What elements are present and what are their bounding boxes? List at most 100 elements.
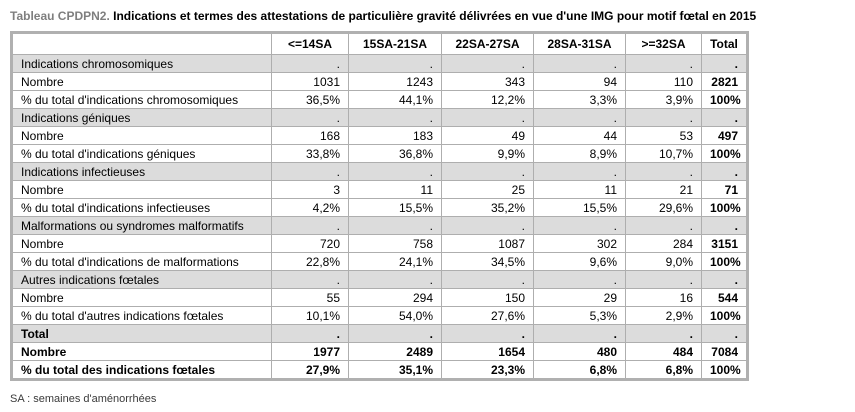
cell-value: .: [625, 324, 702, 343]
cell-value: .: [533, 324, 626, 343]
cell-value: .: [271, 54, 349, 73]
cell-value: .: [348, 54, 442, 73]
column-header: 28SA-31SA: [533, 32, 626, 55]
row-label: Nombre: [11, 180, 272, 199]
section-row: Autres indications fœtales......: [11, 270, 748, 289]
section-row: Indications chromosomiques......: [11, 54, 748, 73]
row-label: Total: [11, 324, 272, 343]
table-row: % du total d'indications chromosomiques 3…: [11, 90, 748, 109]
cell-value: .: [625, 216, 702, 235]
cell-value: 10,7%: [625, 144, 702, 163]
row-label: Nombre: [11, 342, 272, 361]
table-row: % du total des indications fœtales 27,9% 3…: [11, 360, 748, 380]
cell-value: .: [348, 216, 442, 235]
cell-value: 35,2%: [441, 198, 534, 217]
cell-value: 294: [348, 288, 442, 307]
cell-value: 11: [533, 180, 626, 199]
cell-value: 2,9%: [625, 306, 702, 325]
cell-value: 7084: [701, 342, 748, 361]
table-row: Nombre 55 294 150 29 16 544: [11, 288, 748, 307]
table-row: Nombre 1977 2489 1654 480 484 7084: [11, 342, 748, 361]
cell-value: 302: [533, 234, 626, 253]
row-label: Malformations ou syndromes malformatifs: [11, 216, 272, 235]
cell-value: .: [441, 108, 534, 127]
cell-value: 9,6%: [533, 252, 626, 271]
section-row: Malformations ou syndromes malformatifs.…: [11, 216, 748, 235]
cell-value: 100%: [701, 360, 748, 380]
cell-value: 27,6%: [441, 306, 534, 325]
cell-value: .: [533, 108, 626, 127]
cell-value: 15,5%: [348, 198, 442, 217]
table-title: Tableau CPDPN2. Indications et termes de…: [10, 9, 855, 23]
row-label: Nombre: [11, 126, 272, 145]
row-label: % du total d'indications chromosomiques: [11, 90, 272, 109]
cell-value: 100%: [701, 90, 748, 109]
indications-img-table: <=14SA 15SA-21SA 22SA-27SA 28SA-31SA >=32SA T…: [10, 31, 749, 381]
cell-value: .: [271, 324, 349, 343]
cell-value: 480: [533, 342, 626, 361]
cell-value: 758: [348, 234, 442, 253]
column-header: <=14SA: [271, 32, 349, 55]
cell-value: 36,8%: [348, 144, 442, 163]
cell-value: 33,8%: [271, 144, 349, 163]
section-row: Total......: [11, 324, 748, 343]
cell-value: 29: [533, 288, 626, 307]
cell-value: .: [701, 216, 748, 235]
cell-value: 12,2%: [441, 90, 534, 109]
table-title-main: Indications et termes des attestations d…: [109, 9, 757, 23]
table-row: % du total d'indications de malformation…: [11, 252, 748, 271]
row-label: Autres indications fœtales: [11, 270, 272, 289]
cell-value: .: [271, 270, 349, 289]
cell-value: .: [701, 324, 748, 343]
table-header-row: <=14SA 15SA-21SA 22SA-27SA 28SA-31SA >=32SA T…: [11, 32, 748, 55]
cell-value: 2489: [348, 342, 442, 361]
footnote-sa-definition: SA : semaines d'aménorrhées: [10, 393, 157, 405]
cell-value: .: [701, 270, 748, 289]
column-header: 15SA-21SA: [348, 32, 442, 55]
cell-value: 100%: [701, 144, 748, 163]
cell-value: 10,1%: [271, 306, 349, 325]
cell-value: 35,1%: [348, 360, 442, 380]
cell-value: 24,1%: [348, 252, 442, 271]
column-header: Total: [701, 32, 748, 55]
section-row: Indications géniques......: [11, 108, 748, 127]
cell-value: .: [625, 54, 702, 73]
column-header: 22SA-27SA: [441, 32, 534, 55]
row-label: Indications chromosomiques: [11, 54, 272, 73]
cell-value: .: [625, 108, 702, 127]
cell-value: 183: [348, 126, 442, 145]
cell-value: 3,3%: [533, 90, 626, 109]
table-row: Nombre 168 183 49 44 53 497: [11, 126, 748, 145]
cell-value: 15,5%: [533, 198, 626, 217]
table-title-prefix: Tableau CPDPN2.: [10, 9, 110, 23]
cell-value: 9,0%: [625, 252, 702, 271]
cell-value: 71: [701, 180, 748, 199]
cell-value: 9,9%: [441, 144, 534, 163]
cell-value: 11: [348, 180, 442, 199]
cell-value: 3,9%: [625, 90, 702, 109]
cell-value: 497: [701, 126, 748, 145]
cell-value: .: [533, 54, 626, 73]
cell-value: 1654: [441, 342, 534, 361]
cell-value: .: [441, 54, 534, 73]
cell-value: .: [701, 108, 748, 127]
cell-value: 2821: [701, 72, 748, 91]
cell-value: 49: [441, 126, 534, 145]
table-row: Nombre 1031 1243 343 94 110 2821: [11, 72, 748, 91]
cell-value: .: [441, 162, 534, 181]
row-label: % du total d'autres indications fœtales: [11, 306, 272, 325]
cell-value: .: [701, 162, 748, 181]
cell-value: .: [271, 216, 349, 235]
cell-value: 6,8%: [625, 360, 702, 380]
row-label: Indications géniques: [11, 108, 272, 127]
cell-value: .: [533, 216, 626, 235]
column-header: >=32SA: [625, 32, 702, 55]
cell-value: 6,8%: [533, 360, 626, 380]
cell-value: 16: [625, 288, 702, 307]
row-label: Nombre: [11, 72, 272, 91]
cell-value: 21: [625, 180, 702, 199]
cell-value: 484: [625, 342, 702, 361]
cell-value: 110: [625, 72, 702, 91]
table-row: % du total d'indications géniques 33,8% 36…: [11, 144, 748, 163]
